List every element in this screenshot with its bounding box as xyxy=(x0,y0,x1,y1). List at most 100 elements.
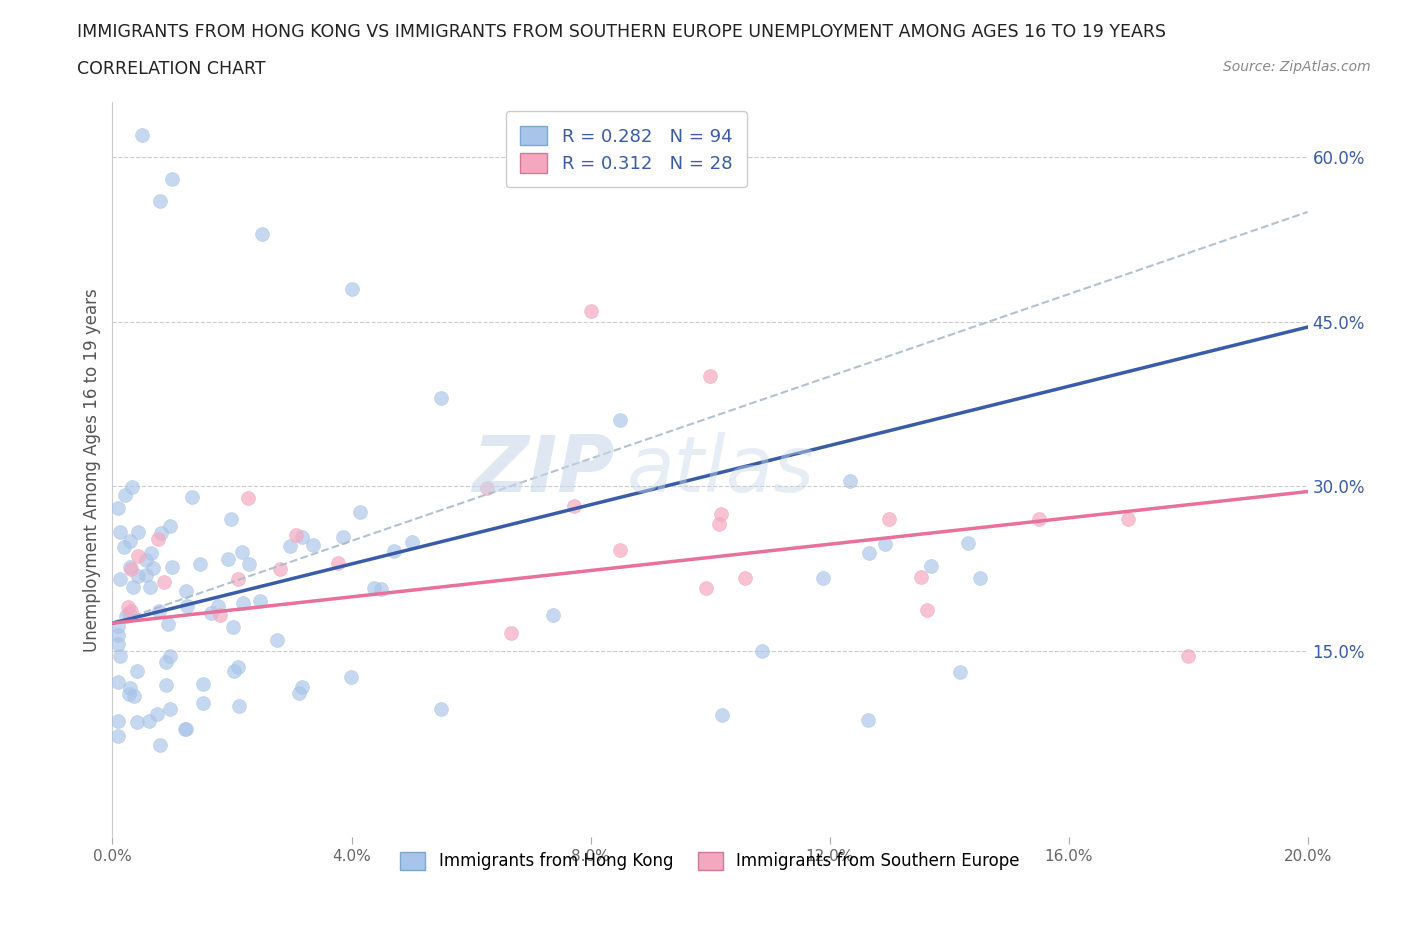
Point xyxy=(120,681,142,696)
Point xyxy=(159,519,181,534)
Point xyxy=(188,557,211,572)
Point xyxy=(200,606,222,621)
Point xyxy=(155,678,177,693)
Point xyxy=(149,737,172,752)
Point xyxy=(107,729,129,744)
Point xyxy=(957,536,980,551)
Point xyxy=(226,659,249,674)
Point xyxy=(157,617,180,631)
Point xyxy=(135,552,157,567)
Point xyxy=(340,281,363,296)
Point xyxy=(153,575,176,590)
Point xyxy=(278,538,301,553)
Point xyxy=(232,596,254,611)
Point xyxy=(401,535,423,550)
Text: IMMIGRANTS FROM HONG KONG VS IMMIGRANTS FROM SOUTHERN EUROPE UNEMPLOYMENT AMONG : IMMIGRANTS FROM HONG KONG VS IMMIGRANTS … xyxy=(77,23,1167,41)
Point xyxy=(142,561,165,576)
Point xyxy=(127,714,149,729)
Point xyxy=(207,598,229,613)
Point xyxy=(146,707,169,722)
Point xyxy=(291,680,314,695)
Text: atlas: atlas xyxy=(627,432,814,508)
Point xyxy=(159,701,181,716)
Point xyxy=(107,713,129,728)
Point xyxy=(162,172,183,187)
Point xyxy=(176,599,198,614)
Point xyxy=(969,571,991,586)
Point xyxy=(249,593,271,608)
Point xyxy=(382,543,405,558)
Point xyxy=(107,618,129,633)
Point xyxy=(228,698,250,713)
Point xyxy=(112,539,135,554)
Point xyxy=(209,607,232,622)
Point xyxy=(131,127,153,142)
Point xyxy=(193,696,215,711)
Point xyxy=(114,608,136,623)
Point xyxy=(1118,512,1140,526)
Point xyxy=(543,607,565,622)
Point xyxy=(707,516,730,531)
Point xyxy=(127,569,149,584)
Point xyxy=(332,529,354,544)
Point xyxy=(875,537,897,551)
Point xyxy=(288,685,311,700)
Point xyxy=(910,570,932,585)
Point xyxy=(222,619,245,634)
Point xyxy=(291,529,314,544)
Point xyxy=(107,500,129,515)
Point xyxy=(118,560,141,575)
Point xyxy=(120,604,142,618)
Point xyxy=(811,571,834,586)
Point xyxy=(734,571,756,586)
Point xyxy=(920,559,942,574)
Point xyxy=(915,603,938,618)
Y-axis label: Unemployment Among Ages 16 to 19 years: Unemployment Among Ages 16 to 19 years xyxy=(83,287,101,652)
Point xyxy=(284,528,307,543)
Point xyxy=(127,525,149,539)
Point xyxy=(107,628,129,643)
Point xyxy=(159,648,181,663)
Point xyxy=(501,626,523,641)
Text: CORRELATION CHART: CORRELATION CHART xyxy=(77,60,266,78)
Point xyxy=(155,655,177,670)
Point xyxy=(269,562,291,577)
Point xyxy=(579,303,602,318)
Point xyxy=(710,506,733,521)
Point xyxy=(174,722,197,737)
Point xyxy=(250,226,273,241)
Point xyxy=(328,556,350,571)
Point xyxy=(949,664,972,679)
Point xyxy=(114,487,136,502)
Point xyxy=(124,689,146,704)
Point xyxy=(710,708,733,723)
Point xyxy=(858,546,880,561)
Point xyxy=(174,584,197,599)
Point xyxy=(363,580,385,595)
Point xyxy=(127,549,149,564)
Point xyxy=(562,499,585,514)
Point xyxy=(475,481,498,496)
Point xyxy=(609,413,631,428)
Point xyxy=(219,512,242,526)
Point xyxy=(118,686,141,701)
Point xyxy=(266,632,288,647)
Point xyxy=(150,525,173,540)
Point xyxy=(108,648,131,663)
Point xyxy=(879,512,901,526)
Point xyxy=(340,670,363,684)
Point xyxy=(856,712,879,727)
Point xyxy=(148,604,170,618)
Point xyxy=(107,637,129,652)
Point xyxy=(1177,648,1199,663)
Point xyxy=(751,644,773,658)
Point xyxy=(349,504,371,519)
Point xyxy=(138,714,160,729)
Point xyxy=(120,562,142,577)
Text: ZIP: ZIP xyxy=(472,432,614,508)
Point xyxy=(217,551,239,566)
Point xyxy=(117,600,139,615)
Point xyxy=(238,557,260,572)
Point xyxy=(135,568,157,583)
Point xyxy=(139,546,162,561)
